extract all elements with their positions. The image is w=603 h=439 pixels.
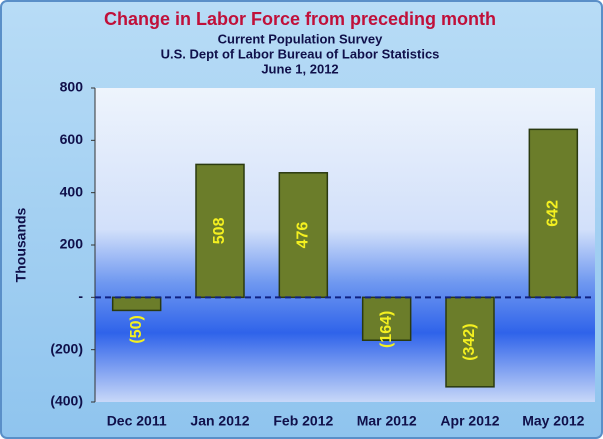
x-tick-label: Apr 2012 — [440, 413, 499, 429]
y-tick-label: - — [78, 288, 83, 304]
y-axis-label: Thousands — [13, 207, 29, 282]
bar — [361, 296, 412, 341]
bar — [445, 296, 495, 388]
x-tick-label: Dec 2011 — [107, 413, 167, 429]
bar — [111, 296, 162, 312]
chart-subtitle: June 1, 2012 — [261, 61, 338, 76]
y-tick-label: 600 — [60, 131, 84, 147]
x-tick-label: Mar 2012 — [357, 413, 417, 429]
chart-title: Change in Labor Force from preceding mon… — [104, 9, 496, 29]
value-label: 476 — [295, 222, 312, 249]
bar — [278, 172, 329, 299]
value-label: (50) — [128, 315, 145, 343]
x-tick-label: Feb 2012 — [273, 413, 333, 429]
y-tick-label: 400 — [60, 183, 84, 199]
y-tick-label: 200 — [60, 236, 84, 252]
bar — [195, 163, 245, 299]
chart-subtitle: Current Population Survey — [218, 31, 383, 46]
x-tick-label: May 2012 — [522, 413, 584, 429]
value-label: 508 — [211, 217, 228, 244]
value-label: 642 — [545, 200, 562, 227]
plot-area — [95, 88, 595, 402]
chart-subtitle: U.S. Dept of Labor Bureau of Labor Stati… — [161, 46, 440, 61]
y-tick-label: (400) — [50, 393, 83, 409]
y-tick-label: 800 — [60, 79, 84, 95]
value-label: (164) — [378, 311, 395, 348]
bar — [528, 128, 579, 299]
y-tick-label: (200) — [50, 340, 83, 356]
value-label: (342) — [461, 323, 478, 360]
x-tick-label: Jan 2012 — [190, 413, 249, 429]
